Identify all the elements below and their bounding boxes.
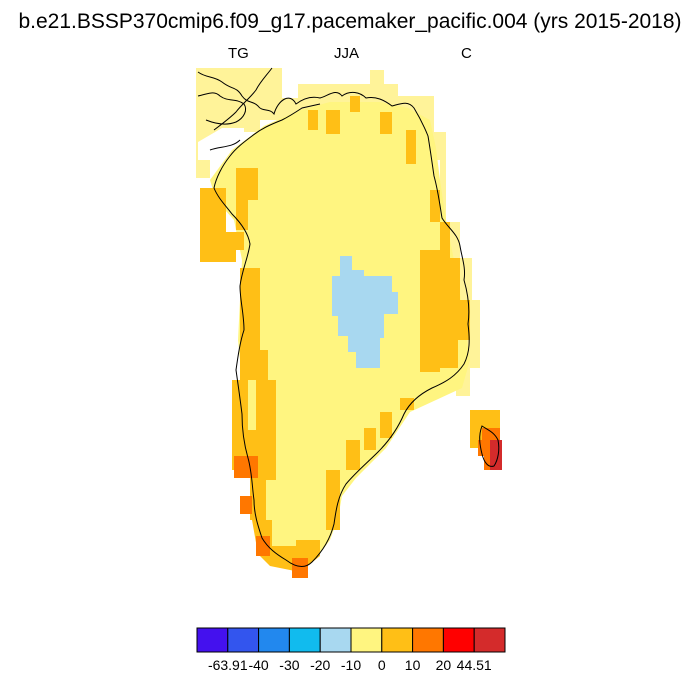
colorbar-label: 0 — [378, 657, 386, 673]
colorbar-label: -20 — [310, 657, 330, 673]
colorbar-label: -10 — [341, 657, 361, 673]
colorbar-label: -40 — [248, 657, 268, 673]
colorbar-label: 10 — [405, 657, 421, 673]
plot-title: b.e21.BSSP370cmip6.f09_g17.pacemaker_pac… — [18, 10, 682, 33]
colorbar-label: -30 — [279, 657, 299, 673]
colorbar-box-4 — [319, 627, 352, 653]
colorbar-box-7 — [412, 627, 444, 653]
colorbar-label: -63.91 — [208, 657, 248, 673]
colorbar-label: 44.51 — [457, 657, 492, 673]
colorbar-box-1 — [227, 627, 260, 653]
warm-margin-cells — [200, 96, 500, 572]
variable-label: TG — [228, 45, 249, 62]
colorbar-label: 20 — [436, 657, 452, 673]
colorbar-box-5 — [350, 627, 383, 653]
colorbar-box-6 — [381, 627, 414, 653]
colorbar-box-0 — [196, 627, 229, 653]
colorbar-box-2 — [258, 627, 290, 653]
cool-center-region — [332, 256, 398, 368]
season-label: JJA — [334, 45, 360, 62]
colorbar-box-9 — [473, 627, 506, 653]
colorbar-box-8 — [442, 627, 475, 653]
coastline — [197, 67, 500, 567]
colorbar-box-3 — [288, 627, 321, 653]
units-label: C — [461, 45, 472, 62]
